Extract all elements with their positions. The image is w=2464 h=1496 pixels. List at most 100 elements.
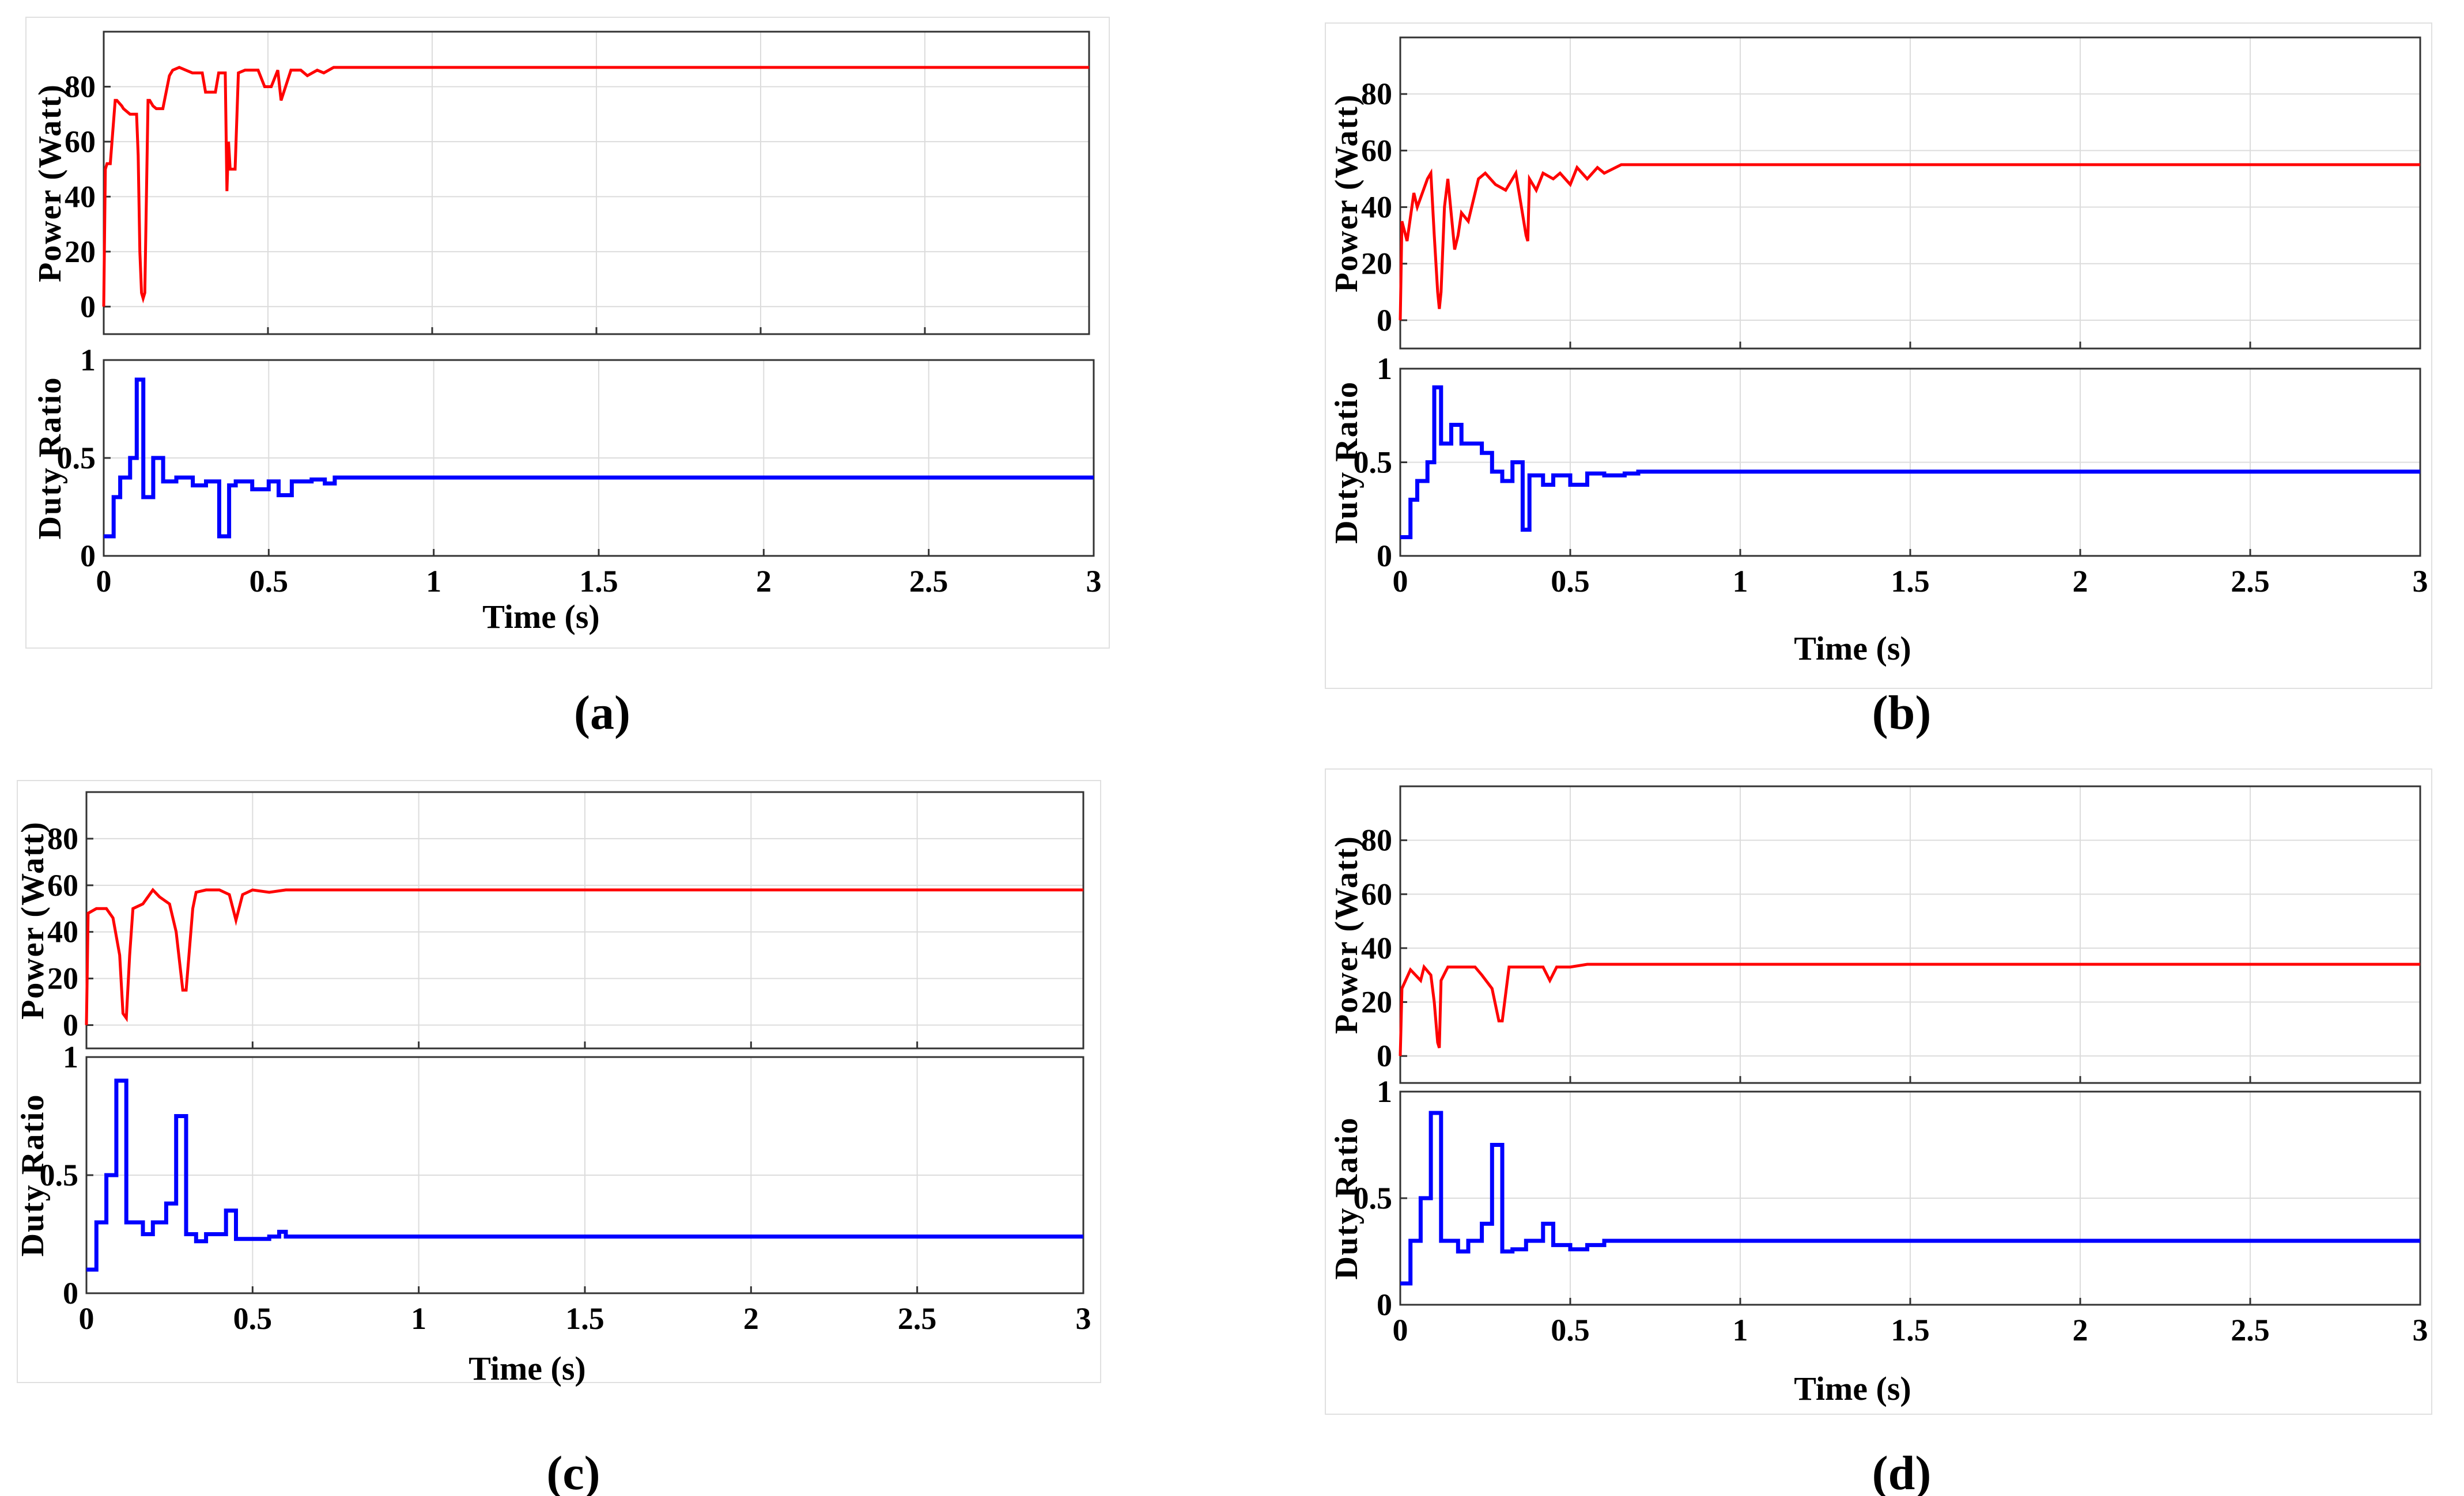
duty-ylabel: Duty Ratio [15, 1094, 51, 1257]
power-ytick-label: 40 [65, 179, 96, 214]
power-ytick-label: 0 [1377, 1039, 1392, 1073]
power-ytick-label: 20 [1361, 247, 1392, 281]
xtick-label: 3 [2413, 564, 2428, 599]
xlabel: Time (s) [1794, 1370, 1911, 1407]
power-ylabel: Power (Watt) [1329, 94, 1365, 293]
panel-border [1325, 768, 2432, 1415]
power-ylabel: Power (Watt) [1329, 835, 1365, 1034]
duty-frame [103, 359, 1095, 557]
power-series-line [1399, 963, 2420, 1056]
xtick-label: 0 [79, 1301, 95, 1336]
power-ytick-label: 20 [47, 961, 78, 996]
power-ytick-label: 60 [1361, 877, 1392, 911]
duty-ytick-label: 0.5 [40, 1158, 79, 1192]
xtick-label: 1.5 [579, 564, 618, 599]
duty-ytick-label: 1 [1377, 1074, 1392, 1109]
xtick-label: 3 [1086, 564, 1102, 599]
power-ytick-label: 80 [65, 69, 96, 104]
xtick-label: 2.5 [2231, 564, 2270, 599]
xtick-label: 2.5 [898, 1301, 937, 1336]
duty-series-line [86, 1078, 1083, 1272]
xtick-label: 1.5 [1891, 564, 1930, 599]
power-ytick-label: 20 [1361, 985, 1392, 1020]
power-ytick-label: 60 [65, 124, 96, 159]
power-ytick-label: 60 [1361, 133, 1392, 168]
duty-ylabel: Duty Ratio [32, 377, 68, 540]
power-ytick-label: 0 [80, 289, 96, 324]
duty-ytick-label: 1 [1377, 351, 1392, 386]
xtick-label: 1 [1733, 564, 1748, 599]
panel-caption: (c) [546, 1446, 600, 1496]
xtick-label: 2 [756, 564, 772, 599]
duty-series-line [1400, 1111, 2420, 1286]
xtick-label: 1 [426, 564, 441, 599]
panel-caption: (a) [574, 686, 630, 740]
duty-ytick-label: 0 [80, 539, 96, 573]
power-frame [1399, 785, 2421, 1084]
panel-border [25, 17, 1110, 649]
xtick-label: 3 [2413, 1313, 2428, 1347]
duty-ytick-label: 0.5 [1354, 445, 1393, 480]
duty-ytick-label: 0 [1377, 1287, 1392, 1322]
xtick-label: 0 [96, 564, 112, 599]
xtick-label: 3 [1076, 1301, 1091, 1336]
power-ylabel: Power (Watt) [15, 821, 51, 1020]
power-ytick-label: 0 [63, 1008, 78, 1043]
xtick-label: 1 [1733, 1313, 1748, 1347]
duty-frame [85, 1056, 1084, 1294]
power-ytick-label: 40 [1361, 190, 1392, 225]
xtick-label: 0.5 [1551, 1313, 1590, 1347]
duty-frame [1399, 368, 2421, 557]
duty-ytick-label: 1 [63, 1040, 78, 1074]
xtick-label: 0.5 [233, 1301, 273, 1336]
xtick-label: 1.5 [1891, 1313, 1930, 1347]
xtick-label: 2.5 [909, 564, 948, 599]
xlabel: Time (s) [468, 1350, 586, 1387]
panel-caption: (b) [1872, 686, 1932, 740]
power-frame [1399, 36, 2421, 350]
duty-ytick-label: 0.5 [57, 441, 96, 475]
xtick-label: 0.5 [250, 564, 289, 599]
power-ytick-label: 80 [1361, 823, 1392, 858]
xtick-label: 0.5 [1551, 564, 1590, 599]
power-ytick-label: 0 [1377, 303, 1392, 338]
panel-caption: (d) [1872, 1446, 1932, 1496]
duty-series-line [1400, 385, 2420, 539]
duty-ylabel: Duty Ratio [1329, 1117, 1365, 1280]
xtick-label: 2 [743, 1301, 759, 1336]
duty-ytick-label: 0 [63, 1276, 78, 1311]
power-ytick-label: 80 [47, 821, 78, 856]
power-ytick-label: 20 [65, 234, 96, 269]
xlabel: Time (s) [482, 598, 600, 635]
duty-frame [1399, 1090, 2421, 1306]
xtick-label: 2.5 [2231, 1313, 2270, 1347]
xtick-label: 1.5 [565, 1301, 604, 1336]
duty-ytick-label: 1 [80, 343, 96, 377]
duty-ylabel: Duty Ratio [1329, 381, 1365, 544]
power-ytick-label: 60 [47, 868, 78, 903]
xtick-label: 2 [2073, 1313, 2088, 1347]
duty-ytick-label: 0 [1377, 539, 1392, 573]
duty-ytick-label: 0.5 [1354, 1181, 1393, 1215]
xlabel: Time (s) [1794, 630, 1911, 667]
power-series-line [1399, 163, 2420, 320]
power-frame [85, 791, 1084, 1050]
power-series-line [102, 66, 1089, 307]
panel-border [17, 780, 1101, 1383]
xtick-label: 0 [1393, 564, 1408, 599]
panel-border [1325, 22, 2432, 689]
power-ytick-label: 80 [1361, 77, 1392, 111]
duty-series-line [104, 377, 1094, 539]
power-ylabel: Power (Watt) [32, 84, 68, 282]
xtick-label: 1 [411, 1301, 426, 1336]
xtick-label: 2 [2073, 564, 2088, 599]
xtick-label: 0 [1393, 1313, 1408, 1347]
power-frame [103, 31, 1090, 335]
power-series-line [85, 887, 1083, 1025]
